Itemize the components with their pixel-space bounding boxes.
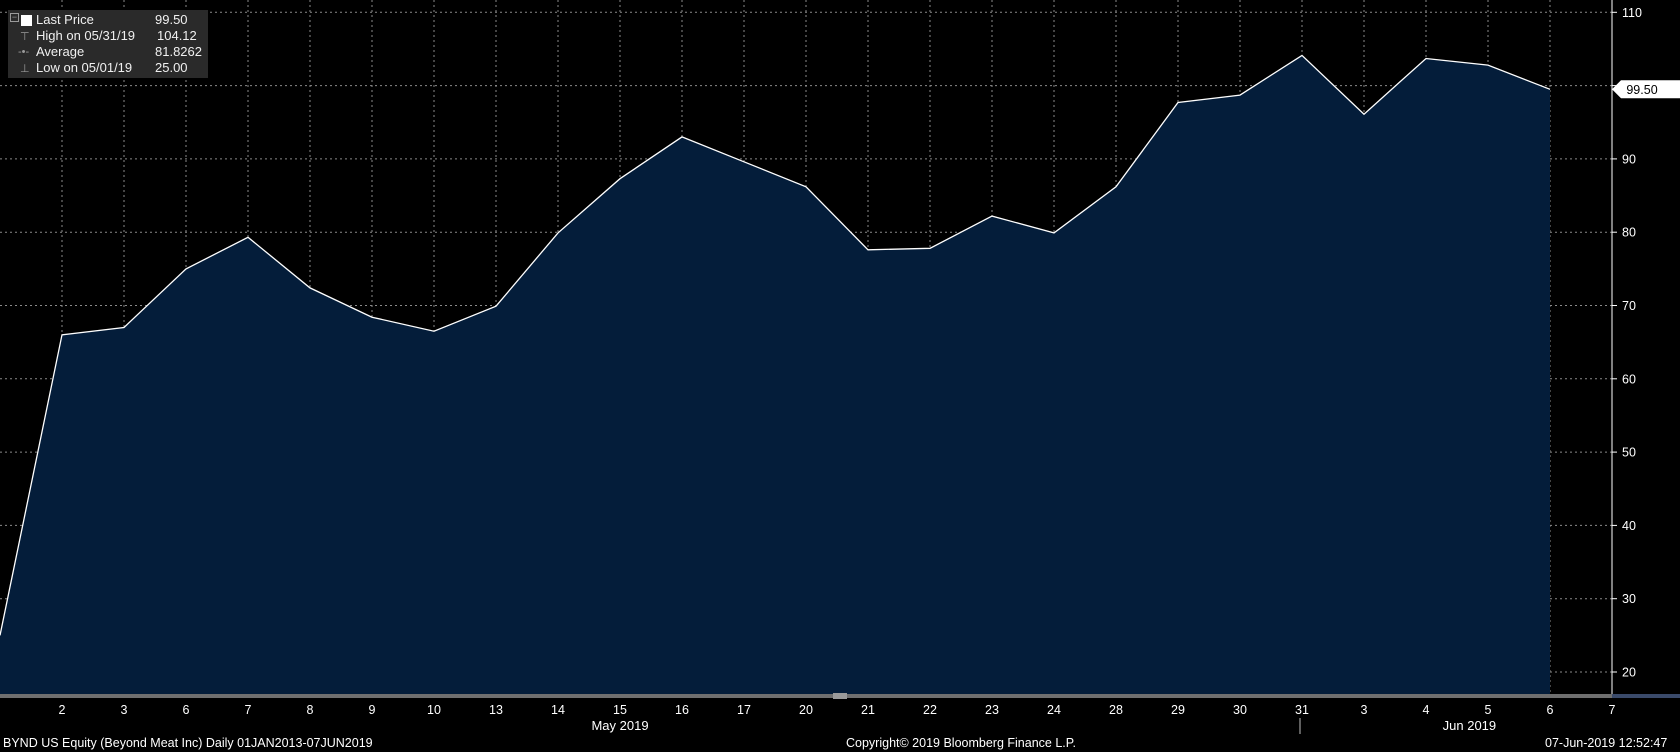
price-area — [0, 55, 1550, 694]
x-tick-label: 4 — [1423, 703, 1430, 717]
x-tick-label: 16 — [675, 703, 689, 717]
month-label: May 2019 — [591, 718, 648, 733]
legend-low-label: Low on 05/01/19 — [36, 60, 133, 75]
x-axis-band — [0, 694, 1632, 698]
x-tick-label: 2 — [59, 703, 66, 717]
x-tick-label: 20 — [799, 703, 813, 717]
y-tick-label: 30 — [1622, 592, 1636, 606]
x-tick-label: 17 — [737, 703, 751, 717]
y-tick-label: 60 — [1622, 372, 1636, 386]
x-tick-label: 3 — [1361, 703, 1368, 717]
x-tick-label: 8 — [307, 703, 314, 717]
x-tick-label: 3 — [121, 703, 128, 717]
price-line — [0, 54, 1551, 636]
x-tick-label: 7 — [1609, 703, 1616, 717]
legend-high-value: 104.12 — [157, 28, 197, 43]
y-tick-label: 20 — [1622, 666, 1636, 680]
chart-frame — [0, 0, 1680, 699]
high-marker-icon: ⊤ — [20, 31, 30, 43]
legend-last-price-value: 99.50 — [155, 12, 188, 27]
x-tick-label: 6 — [183, 703, 190, 717]
x-axis-band-end — [1612, 694, 1680, 698]
x-tick-label: 29 — [1171, 703, 1185, 717]
white-square-icon — [21, 15, 32, 26]
x-tick-label: 10 — [427, 703, 441, 717]
y-tick-label: 80 — [1622, 226, 1636, 240]
month-label: Jun 2019 — [1443, 718, 1497, 733]
legend-high[interactable]: ⊤ High on 05/31/19 104.12 — [8, 28, 208, 44]
x-tick-label: 31 — [1295, 703, 1309, 717]
scroll-handle[interactable] — [833, 693, 847, 699]
y-tick-label: 90 — [1622, 152, 1636, 166]
y-tick-label: 110 — [1622, 6, 1642, 20]
y-tick-label: 70 — [1622, 299, 1636, 313]
timestamp: 07-Jun-2019 12:52:47 — [1545, 736, 1668, 750]
x-tick-label: 6 — [1547, 703, 1554, 717]
x-tick-label: 21 — [861, 703, 875, 717]
x-tick-label: 15 — [613, 703, 627, 717]
last-price-tag — [1612, 80, 1680, 99]
average-marker-icon: -•- — [18, 46, 30, 58]
last-price-marker: 99.50 — [1612, 80, 1680, 99]
legend-low-value: 25.00 — [155, 60, 188, 75]
legend-last-price-label: Last Price — [36, 12, 94, 27]
collapse-icon[interactable]: − — [10, 12, 19, 22]
legend-high-label: High on 05/31/19 — [36, 28, 136, 43]
x-tick-label: 14 — [551, 703, 565, 717]
x-axis: 2 3 6 7 8 9 10 13 14 15 16 17 20 21 22 23 24 28 29 30 31 3 4 5 6… — [59, 703, 1616, 734]
x-tick-label: 5 — [1485, 703, 1492, 717]
security-description: BYND US Equity (Beyond Meat Inc) Daily 0… — [3, 736, 373, 750]
x-tick-label: 28 — [1109, 703, 1123, 717]
x-tick-label: 30 — [1233, 703, 1247, 717]
copyright-text: Copyright© 2019 Bloomberg Finance L.P. — [846, 736, 1076, 750]
legend-low[interactable]: ⊥ Low on 05/01/19 25.00 — [8, 60, 208, 76]
x-tick-label: 24 — [1047, 703, 1061, 717]
x-tick-label: 7 — [245, 703, 252, 717]
x-tick-label: 13 — [489, 703, 503, 717]
y-axis: 20 30 40 50 60 70 80 90 110 — [1612, 6, 1642, 680]
low-marker-icon: ⊥ — [20, 63, 30, 75]
y-tick-label: 50 — [1622, 446, 1636, 460]
legend-average-value: 81.8262 — [155, 44, 202, 59]
legend: − Last Price 99.50 ⊤ High on 05/31/19 10… — [8, 10, 208, 78]
legend-last-price[interactable]: Last Price 99.50 — [8, 12, 208, 28]
x-tick-label: 23 — [985, 703, 999, 717]
x-tick-label: 22 — [923, 703, 937, 717]
legend-average-label: Average — [36, 44, 85, 59]
last-price-tag-label: 99.50 — [1626, 83, 1657, 97]
legend-average[interactable]: -•- Average 81.8262 — [8, 44, 208, 60]
x-tick-label: 9 — [369, 703, 376, 717]
y-tick-label: 40 — [1622, 519, 1636, 533]
